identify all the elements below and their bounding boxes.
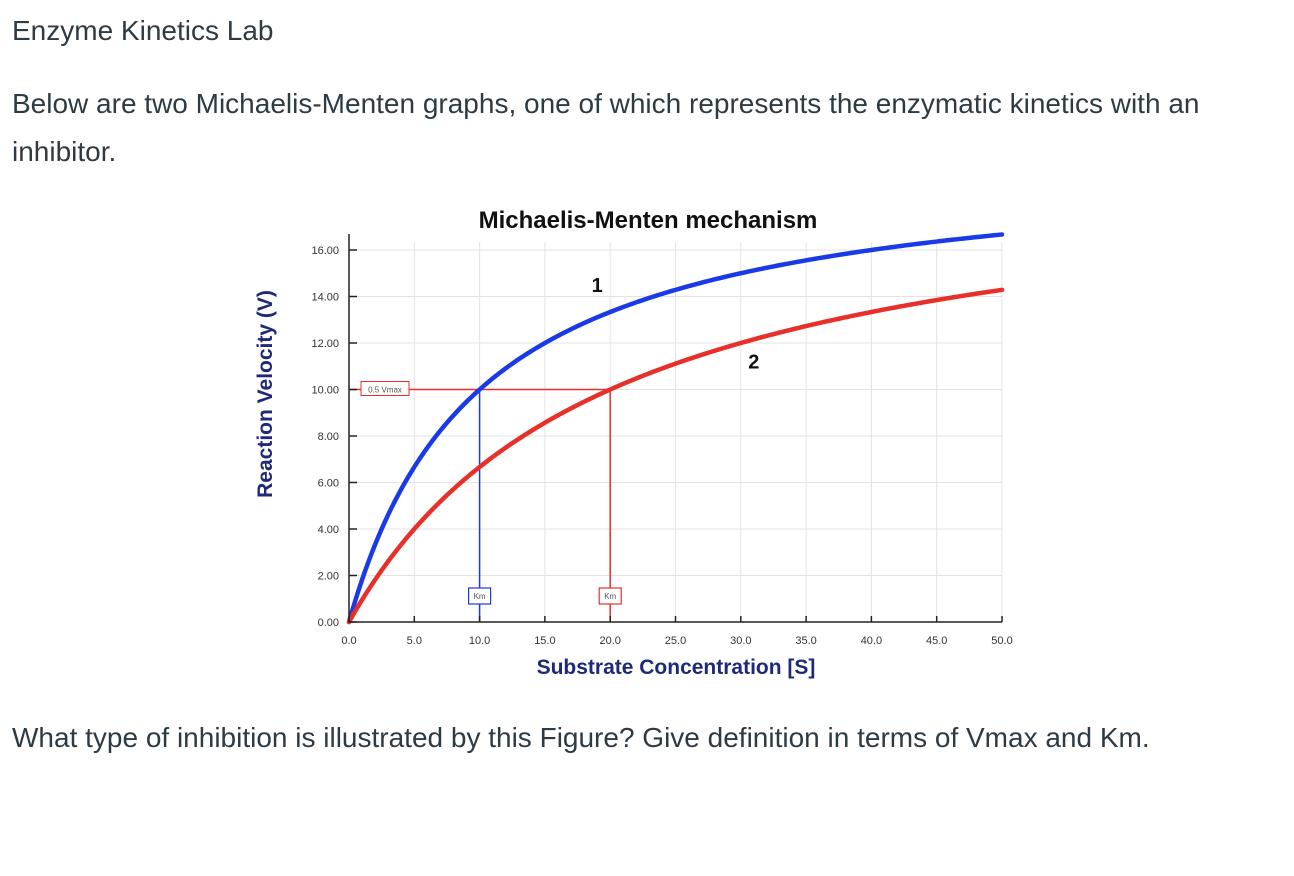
x-tick-label: 5.0 bbox=[407, 635, 422, 647]
y-axis-title: Reaction Velocity (V) bbox=[254, 290, 277, 498]
curve-label-2: 2 bbox=[748, 352, 759, 374]
chart-curves bbox=[346, 232, 1005, 625]
x-tick-label: 30.0 bbox=[730, 635, 751, 647]
y-tick-label: 6.00 bbox=[318, 478, 339, 490]
chart-grid bbox=[349, 242, 1003, 622]
x-axis-title: Substrate Concentration [S] bbox=[537, 656, 816, 679]
x-tick-label: 35.0 bbox=[795, 635, 816, 647]
chart-title: Michaelis-Menten mechanism bbox=[479, 207, 818, 234]
y-tick-label: 16.00 bbox=[311, 245, 339, 257]
chart-labels: Michaelis-Menten mechanism Substrate Conc… bbox=[254, 207, 817, 679]
y-tick-label: 4.00 bbox=[318, 524, 339, 536]
km-box-2 bbox=[598, 587, 622, 605]
question-text: What type of inhibition is illustrated b… bbox=[12, 722, 1150, 753]
y-tick-label: 2.00 bbox=[318, 571, 339, 583]
y-tick-label: 10.00 bbox=[311, 385, 339, 397]
x-tick-label: 20.0 bbox=[599, 635, 620, 647]
series-2-curve bbox=[346, 287, 1005, 625]
km-label-1: Km bbox=[474, 592, 486, 601]
km-guide-lines bbox=[349, 388, 611, 622]
intro-text: Below are two Michaelis-Menten graphs, o… bbox=[12, 88, 1200, 167]
series-1-curve bbox=[346, 232, 1005, 625]
x-tick-label: 45.0 bbox=[926, 635, 947, 647]
x-tick-label: 25.0 bbox=[665, 635, 686, 647]
y-tick-label: 14.00 bbox=[311, 292, 339, 304]
half-vmax-label: 0.5 Vmax bbox=[368, 386, 402, 395]
y-tick-label: 12.00 bbox=[311, 338, 339, 350]
x-tick-label: 50.0 bbox=[991, 635, 1012, 647]
curve-label-1: 1 bbox=[592, 275, 603, 297]
y-tick-label: 8.00 bbox=[318, 431, 339, 443]
half-vmax-box bbox=[360, 381, 410, 396]
x-tick-label: 40.0 bbox=[861, 635, 882, 647]
page-title: Enzyme Kinetics Lab bbox=[12, 15, 274, 46]
x-tick-label: 10.0 bbox=[469, 635, 490, 647]
michaelis-menten-chart: 0.0 5.0 10.0 15.0 20.0 25.0 30.0 35.0 40.0 45.0 50… bbox=[254, 207, 1013, 679]
x-tick-label: 0.0 bbox=[341, 635, 356, 647]
x-tick-label: 15.0 bbox=[534, 635, 555, 647]
y-tick-label: 0.00 bbox=[318, 617, 339, 629]
km-box-1 bbox=[468, 587, 492, 605]
km-label-2: Km bbox=[604, 592, 616, 601]
chart-axes: 0.0 5.0 10.0 15.0 20.0 25.0 30.0 35.0 40.0 45.0 50… bbox=[311, 234, 1013, 647]
